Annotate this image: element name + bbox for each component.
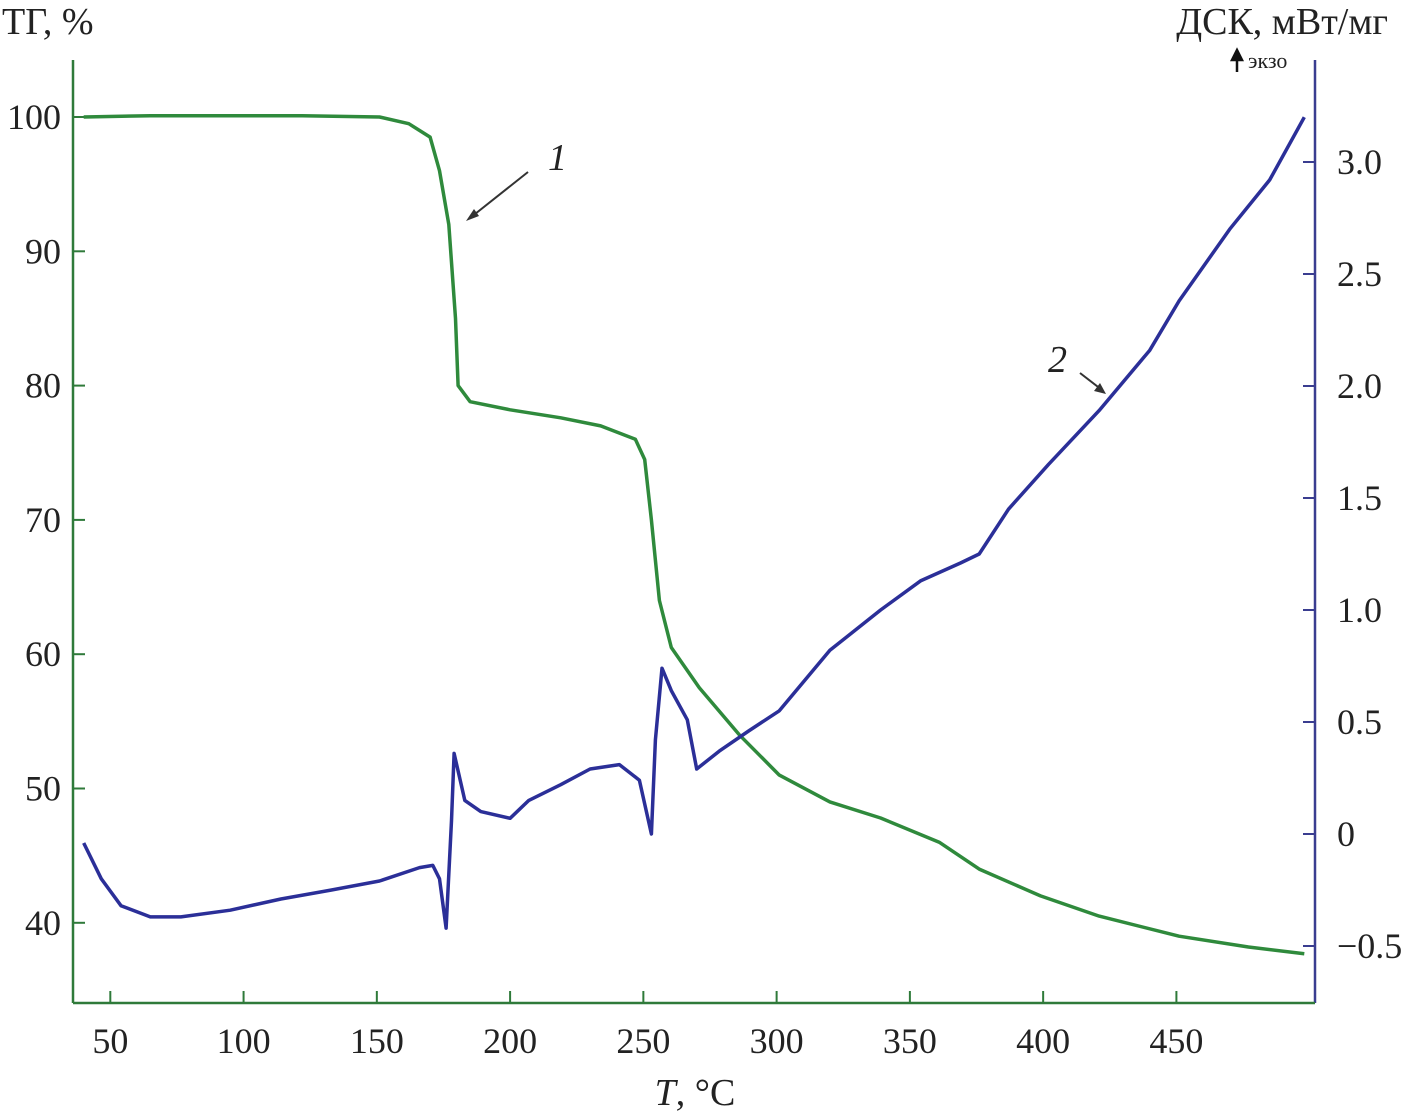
exo-label: экзо — [1248, 48, 1287, 73]
y-left-tick-label: 100 — [7, 97, 61, 137]
exo-arrow-icon — [1229, 47, 1245, 72]
y-left-tick-label: 70 — [25, 500, 61, 540]
y-axis-right-label: ДСК, мВт/мг — [1176, 1, 1388, 43]
x-axis-label: T, °C — [655, 1072, 736, 1114]
x-axis-label-var: T — [655, 1072, 679, 1114]
y-left-tick-label: 50 — [25, 769, 61, 809]
y-left-tick-label: 40 — [25, 903, 61, 943]
y-axis-left-label: ТГ, % — [2, 1, 94, 43]
x-tick-label: 400 — [1016, 1021, 1070, 1061]
x-tick-label: 450 — [1149, 1021, 1203, 1061]
y-right-tick-label: −0.5 — [1337, 926, 1402, 966]
y-right-tick-label: 0 — [1337, 814, 1355, 854]
x-tick-label: 150 — [350, 1021, 404, 1061]
y-right-tick-label: 1.5 — [1337, 478, 1382, 518]
x-tick-label: 200 — [483, 1021, 537, 1061]
x-tick-label: 350 — [883, 1021, 937, 1061]
y-left-tick-label: 60 — [25, 634, 61, 674]
tg-curve — [83, 113, 1305, 956]
x-tick-label: 250 — [616, 1021, 670, 1061]
x-axis-label-unit: , °C — [676, 1072, 736, 1114]
y-left-tick-label: 90 — [25, 231, 61, 271]
x-tick-label: 300 — [750, 1021, 804, 1061]
y-right-tick-label: 1.0 — [1337, 590, 1382, 630]
y-right-tick-label: 0.5 — [1337, 702, 1382, 742]
y-right-tick-label: 2.5 — [1337, 254, 1382, 294]
dsc-curve — [82, 116, 1306, 930]
y-right-tick-label: 3.0 — [1337, 142, 1382, 182]
x-tick-label: 100 — [217, 1021, 271, 1061]
y-left-tick-label: 80 — [25, 366, 61, 406]
x-tick-label: 50 — [92, 1021, 128, 1061]
curve-2-label: 2 — [1048, 339, 1067, 381]
curve-1-label: 1 — [548, 137, 567, 179]
curve-1-arrowhead — [466, 209, 479, 221]
curve-2-arrowhead — [1094, 383, 1106, 394]
curve-1-pointer — [469, 171, 529, 219]
y-right-tick-label: 2.0 — [1337, 366, 1382, 406]
